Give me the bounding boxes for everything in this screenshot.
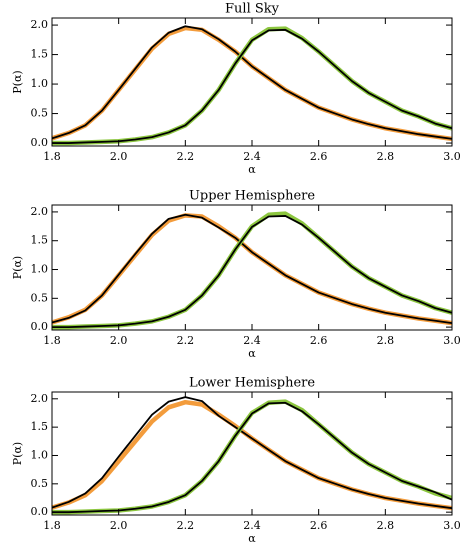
y-axis-label: P(α) [11,442,24,465]
x-axis-label: α [248,163,256,176]
x-tick-label: 2.6 [310,150,328,163]
data-line [51,213,453,324]
y-tick-label: 0.5 [31,107,49,120]
y-tick-label: 1.5 [31,420,49,433]
x-tick-label: 2.8 [377,519,395,532]
data-line [51,396,453,510]
data-line [52,215,453,329]
y-tick-label: 2.0 [31,205,49,218]
y-tick-label: 1.5 [31,234,49,247]
data-line [51,25,453,140]
y-tick-label: 1.5 [31,48,49,61]
x-tick-label: 2.2 [177,334,195,347]
data-line [52,28,453,144]
x-tick-label: 1.8 [43,334,61,347]
y-tick-label: 1.0 [31,448,49,461]
chart-title: Lower Hemisphere [189,376,315,391]
y-tick-label: 0.0 [31,320,49,333]
data-line [52,26,453,146]
y-tick-label: 2.0 [31,18,49,31]
data-line [51,399,453,511]
x-tick-label: 2.0 [110,334,128,347]
x-tick-label: 3.0 [443,519,461,532]
x-tick-label: 1.8 [43,150,61,163]
x-tick-label: 2.2 [177,150,195,163]
data-line [51,213,453,326]
x-tick-label: 2.4 [243,519,261,532]
chart-title: Upper Hemisphere [189,189,315,204]
y-tick-label: 2.0 [31,392,49,405]
chart-title: Full Sky [225,2,280,17]
x-tick-label: 2.8 [377,150,395,163]
x-axis-label: α [248,347,256,360]
y-tick-label: 0.0 [31,505,49,518]
data-line [51,25,453,142]
x-tick-label: 2.6 [310,519,328,532]
y-tick-label: 0.0 [31,136,49,149]
y-tick-label: 0.5 [31,291,49,304]
y-tick-label: 0.5 [31,477,49,490]
x-tick-label: 2.4 [243,150,261,163]
y-axis-label: P(α) [11,256,24,279]
x-tick-label: 2.2 [177,519,195,532]
x-tick-label: 2.0 [110,150,128,163]
y-tick-label: 1.0 [31,263,49,276]
x-axis-label: α [248,532,256,545]
x-tick-label: 2.0 [110,519,128,532]
x-tick-label: 1.8 [43,519,61,532]
data-line [52,211,453,330]
y-axis-label: P(α) [11,70,24,93]
data-line [52,401,453,514]
x-tick-label: 3.0 [443,334,461,347]
x-tick-label: 2.6 [310,334,328,347]
data-line [52,399,453,515]
x-tick-label: 3.0 [443,150,461,163]
y-tick-label: 1.0 [31,77,49,90]
x-tick-label: 2.8 [377,334,395,347]
x-tick-label: 2.4 [243,334,261,347]
